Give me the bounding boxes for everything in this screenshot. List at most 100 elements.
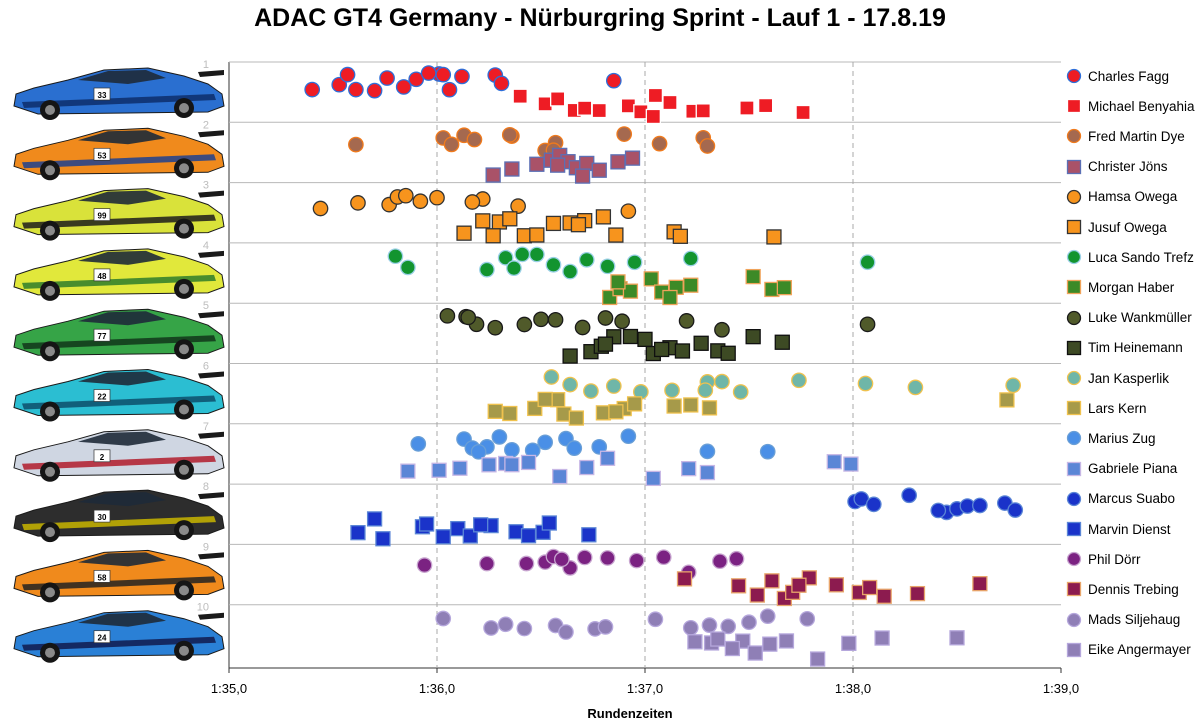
- data-point: [579, 459, 595, 476]
- series-gabriele-piana: [400, 450, 859, 487]
- car-image: 22: [13, 368, 225, 422]
- data-point: [791, 372, 807, 389]
- data-point: [485, 167, 501, 183]
- legend-label: Gabriele Piana: [1088, 461, 1178, 477]
- car-image: 33: [13, 67, 225, 120]
- data-point: [435, 529, 451, 545]
- data-point: [416, 557, 433, 573]
- series-phil-d-rr: [416, 548, 745, 581]
- legend-item: Luke Wankmüller: [1066, 307, 1192, 329]
- x-tick-label: 1:39,0: [1043, 681, 1079, 696]
- legend-item: Morgan Haber: [1066, 276, 1174, 298]
- data-point: [678, 313, 695, 329]
- data-point: [647, 87, 664, 104]
- data-point: [493, 75, 510, 92]
- data-point: [566, 440, 583, 457]
- y-tick-label: 2: [203, 119, 209, 131]
- data-point: [809, 651, 826, 667]
- series-fred-martin-dye: [348, 126, 716, 159]
- data-point: [861, 579, 878, 596]
- data-point: [491, 429, 508, 445]
- data-point: [400, 259, 416, 276]
- car-image: 77: [13, 308, 225, 362]
- legend-label: Dennis Trebing: [1088, 581, 1179, 597]
- data-point: [366, 82, 383, 99]
- series-marius-zug: [410, 428, 776, 460]
- data-point: [395, 79, 412, 95]
- data-point: [520, 454, 537, 471]
- legend-circle-marker: [1066, 370, 1082, 386]
- data-point: [441, 81, 458, 98]
- data-point: [699, 138, 716, 154]
- data-point: [826, 454, 842, 470]
- data-point: [749, 587, 765, 603]
- data-point: [487, 319, 504, 336]
- data-point: [470, 443, 487, 460]
- data-point: [528, 246, 545, 263]
- y-tick-label: 5: [203, 300, 209, 312]
- legend-square-marker: [1066, 642, 1082, 657]
- data-point: [610, 274, 626, 290]
- data-point: [397, 187, 414, 204]
- legend-label: Michael Benyahia: [1088, 98, 1195, 114]
- data-point: [605, 72, 622, 89]
- data-point: [456, 225, 472, 241]
- series-marcus-suabo: [847, 487, 1024, 521]
- legend-label: Hamsa Owega: [1088, 189, 1178, 205]
- data-point: [647, 611, 664, 628]
- data-point: [562, 376, 578, 393]
- data-point: [693, 335, 709, 351]
- data-point: [350, 195, 366, 211]
- data-point: [502, 405, 518, 422]
- data-point: [506, 260, 522, 277]
- data-point: [568, 410, 585, 426]
- legend-label: Mads Siljehaug: [1088, 612, 1181, 628]
- svg-text:2: 2: [100, 453, 105, 462]
- legend-label: Morgan Haber: [1088, 279, 1175, 295]
- data-point: [514, 246, 531, 263]
- data-point: [720, 345, 736, 361]
- data-point: [739, 100, 755, 116]
- y-tick-label: 9: [203, 541, 209, 553]
- data-point: [764, 573, 780, 589]
- data-point: [331, 76, 348, 93]
- data-point: [730, 578, 747, 594]
- data-point: [776, 279, 793, 296]
- data-point: [682, 250, 699, 267]
- legend-circle-marker: [1066, 431, 1082, 446]
- x-axis-label: Rundenzeiten: [587, 706, 673, 721]
- x-tick-label: 1:37,0: [627, 681, 663, 696]
- data-point: [452, 460, 468, 476]
- data-point: [543, 369, 560, 385]
- legend-circle-marker: [1066, 310, 1082, 325]
- car-image: 2: [13, 429, 225, 482]
- data-point: [664, 382, 680, 399]
- series-christer-j-ns: [485, 147, 641, 184]
- data-point: [799, 610, 816, 627]
- legend-label: Tim Heinemann: [1088, 340, 1183, 356]
- data-point: [597, 310, 614, 326]
- data-point: [697, 382, 714, 399]
- data-point: [720, 618, 737, 635]
- data-point: [876, 588, 892, 604]
- data-point: [516, 316, 533, 333]
- y-tick-label: 10: [197, 602, 209, 614]
- data-point: [516, 620, 533, 637]
- legend-label: Marvin Dienst: [1088, 521, 1171, 537]
- legend-item: Jusuf Owega: [1066, 216, 1167, 238]
- series-mads-siljehaug: [435, 608, 816, 640]
- legend-circle-marker: [1066, 612, 1082, 627]
- series-charles-fagg: [304, 65, 622, 99]
- legend-item: Luca Sando Trefz: [1066, 246, 1194, 268]
- data-point: [366, 511, 383, 527]
- data-point: [545, 256, 562, 273]
- legend-label: Jan Kasperlik: [1088, 370, 1170, 386]
- legend-label: Charles Fagg: [1088, 68, 1170, 84]
- data-point: [626, 396, 643, 412]
- data-point: [687, 634, 703, 650]
- data-point: [909, 585, 926, 602]
- legend-item: Tim Heinemann: [1066, 337, 1183, 359]
- legend-circle-marker: [1066, 250, 1082, 265]
- data-point: [591, 102, 607, 119]
